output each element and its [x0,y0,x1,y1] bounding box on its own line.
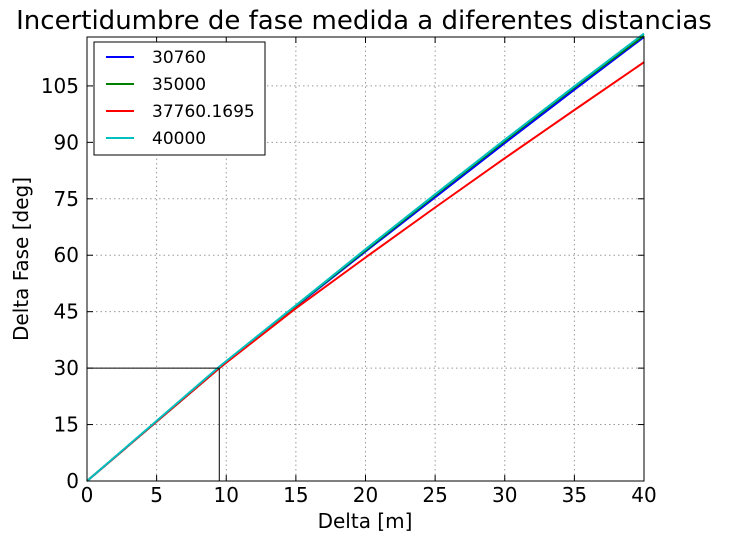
x-tick-label: 35 [562,483,587,507]
series-lines [86,32,645,482]
x-tick-label: 30 [492,483,517,507]
x-tick-label: 10 [214,483,239,507]
y-tick-label: 0 [66,469,79,493]
x-tick-label: 5 [150,483,163,507]
y-tick-label: 75 [54,187,79,211]
y-axis-title: Delta Fase [deg] [9,177,33,341]
x-tick-label: 25 [422,483,447,507]
x-tick-label: 20 [353,483,378,507]
legend: 30760 35000 37760.1695 40000 [93,41,266,156]
legend-label-37760: 37760.1695 [152,102,255,122]
legend-box [93,41,266,156]
grid [87,37,644,481]
y-tick-label: 60 [54,243,79,267]
reference-lines [87,367,220,481]
series-line-2 [86,61,645,482]
y-tick-label: 105 [41,74,79,98]
chart-title: Incertidumbre de fase medida a diferente… [16,6,712,36]
y-tick-label: 45 [54,300,79,324]
y-tick-label: 15 [54,413,79,437]
series-line-3 [86,32,645,482]
legend-label-30760: 30760 [152,48,206,68]
y-tick-label: 30 [54,356,79,380]
axis-ticks: 0 5 10 15 20 25 30 35 40 0 15 30 45 60 75 90 105 [41,37,657,507]
legend-label-40000: 40000 [152,129,206,149]
x-axis-title: Delta [m] [318,509,413,533]
x-tick-label: 40 [631,483,656,507]
y-tick-label: 90 [54,130,79,154]
x-tick-label: 15 [283,483,308,507]
x-tick-label: 0 [81,483,94,507]
legend-label-35000: 35000 [152,75,206,95]
